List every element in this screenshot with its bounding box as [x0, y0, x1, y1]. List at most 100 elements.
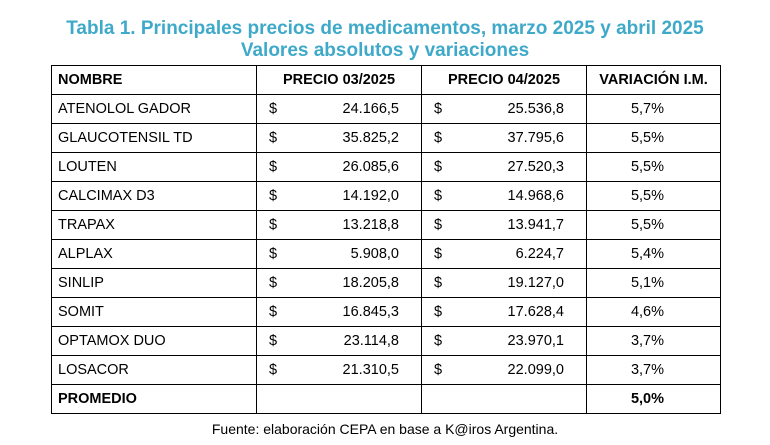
table-row: SINLIP $18.205,8 $19.127,0 5,1%	[51, 268, 721, 298]
price-april-cell: $19.127,0	[421, 268, 587, 298]
price-april: 14.968,6	[507, 188, 564, 204]
currency-symbol: $	[269, 362, 278, 378]
source-note: Fuente: elaboración CEPA en base a K@iro…	[211, 421, 559, 437]
price-march: 26.085,6	[342, 159, 399, 175]
drug-name: ATENOLOL GADOR	[51, 94, 257, 124]
price-april: 17.628,4	[507, 304, 564, 320]
average-row: PROMEDIO 5,0%	[51, 384, 721, 414]
variation: 3,7%	[586, 355, 721, 385]
drug-name: LOSACOR	[51, 355, 257, 385]
currency-symbol: $	[434, 159, 443, 175]
table-row: SOMIT $16.845,3 $17.628,4 4,6%	[51, 297, 721, 327]
table-row: LOUTEN $26.085,6 $27.520,3 5,5%	[51, 152, 721, 182]
price-march-cell: $23.114,8	[256, 326, 422, 356]
table-row: GLAUCOTENSIL TD $35.825,2 $37.795,6 5,5%	[51, 123, 721, 153]
price-april: 19.127,0	[507, 275, 564, 291]
drug-name: GLAUCOTENSIL TD	[51, 123, 257, 153]
drug-name: SINLIP	[51, 268, 257, 298]
currency-symbol: $	[434, 362, 443, 378]
average-label: PROMEDIO	[51, 384, 257, 414]
header-row: NOMBRE PRECIO 03/2025 PRECIO 04/2025 VAR…	[51, 65, 721, 95]
price-april-cell: $6.224,7	[421, 239, 587, 269]
currency-symbol: $	[269, 159, 278, 175]
table-row: ALPLAX $5.908,0 $6.224,7 5,4%	[51, 239, 721, 269]
table-row: LOSACOR $21.310,5 $22.099,0 3,7%	[51, 355, 721, 385]
price-march-cell: $21.310,5	[256, 355, 422, 385]
price-april: 6.224,7	[515, 246, 564, 262]
variation: 3,7%	[586, 326, 721, 356]
price-march: 13.218,8	[342, 217, 399, 233]
variation: 5,5%	[586, 210, 721, 240]
price-march-cell: $24.166,5	[256, 94, 422, 124]
price-april-cell: $37.795,6	[421, 123, 587, 153]
price-march: 16.845,3	[342, 304, 399, 320]
variation: 5,5%	[586, 123, 721, 153]
variation: 5,5%	[586, 152, 721, 182]
price-april-cell: $17.628,4	[421, 297, 587, 327]
currency-symbol: $	[434, 246, 443, 262]
currency-symbol: $	[269, 130, 278, 146]
variation: 4,6%	[586, 297, 721, 327]
price-april: 22.099,0	[507, 362, 564, 378]
currency-symbol: $	[269, 246, 278, 262]
currency-symbol: $	[269, 217, 278, 233]
price-april: 37.795,6	[507, 130, 564, 146]
price-march-cell: $35.825,2	[256, 123, 422, 153]
table-row: CALCIMAX D3 $14.192,0 $14.968,6 5,5%	[51, 181, 721, 211]
price-april: 27.520,3	[507, 159, 564, 175]
table-title: Tabla 1. Principales precios de medicame…	[66, 18, 704, 39]
price-march-cell: $5.908,0	[256, 239, 422, 269]
variation: 5,7%	[586, 94, 721, 124]
medication-price-table: NOMBRE PRECIO 03/2025 PRECIO 04/2025 VAR…	[51, 65, 721, 414]
price-march-cell: $13.218,8	[256, 210, 422, 240]
variation: 5,5%	[586, 181, 721, 211]
drug-name: CALCIMAX D3	[51, 181, 257, 211]
drug-name: LOUTEN	[51, 152, 257, 182]
currency-symbol: $	[434, 217, 443, 233]
currency-symbol: $	[269, 275, 278, 291]
column-header-variation: VARIACIÓN I.M.	[586, 65, 721, 95]
price-march: 35.825,2	[342, 130, 399, 146]
price-march: 14.192,0	[342, 188, 399, 204]
price-march: 5.908,0	[350, 246, 399, 262]
price-april-cell: $22.099,0	[421, 355, 587, 385]
price-april: 23.970,1	[507, 333, 564, 349]
price-april-cell: $25.536,8	[421, 94, 587, 124]
currency-symbol: $	[269, 188, 278, 204]
currency-symbol: $	[434, 188, 443, 204]
currency-symbol: $	[434, 304, 443, 320]
empty-cell	[421, 384, 587, 414]
price-march-cell: $26.085,6	[256, 152, 422, 182]
table-row: ATENOLOL GADOR $24.166,5 $25.536,8 5,7%	[51, 94, 721, 124]
drug-name: SOMIT	[51, 297, 257, 327]
drug-name: ALPLAX	[51, 239, 257, 269]
column-header-price-march: PRECIO 03/2025	[256, 65, 422, 95]
currency-symbol: $	[269, 101, 278, 117]
table-subtitle: Valores absolutos y variaciones	[240, 40, 530, 61]
price-march-cell: $18.205,8	[256, 268, 422, 298]
price-march: 21.310,5	[342, 362, 399, 378]
average-variation: 5,0%	[586, 384, 721, 414]
currency-symbol: $	[269, 333, 278, 349]
price-april: 25.536,8	[507, 101, 564, 117]
currency-symbol: $	[434, 333, 443, 349]
price-april: 13.941,7	[507, 217, 564, 233]
currency-symbol: $	[434, 275, 443, 291]
price-march-cell: $14.192,0	[256, 181, 422, 211]
price-april-cell: $14.968,6	[421, 181, 587, 211]
currency-symbol: $	[269, 304, 278, 320]
column-header-price-april: PRECIO 04/2025	[421, 65, 587, 95]
price-april-cell: $23.970,1	[421, 326, 587, 356]
drug-name: OPTAMOX DUO	[51, 326, 257, 356]
currency-symbol: $	[434, 101, 443, 117]
currency-symbol: $	[434, 130, 443, 146]
price-april-cell: $27.520,3	[421, 152, 587, 182]
price-march: 24.166,5	[342, 101, 399, 117]
column-header-name: NOMBRE	[51, 65, 257, 95]
variation: 5,1%	[586, 268, 721, 298]
variation: 5,4%	[586, 239, 721, 269]
price-march: 23.114,8	[343, 333, 399, 349]
table-row: TRAPAX $13.218,8 $13.941,7 5,5%	[51, 210, 721, 240]
price-march-cell: $16.845,3	[256, 297, 422, 327]
empty-cell	[256, 384, 422, 414]
